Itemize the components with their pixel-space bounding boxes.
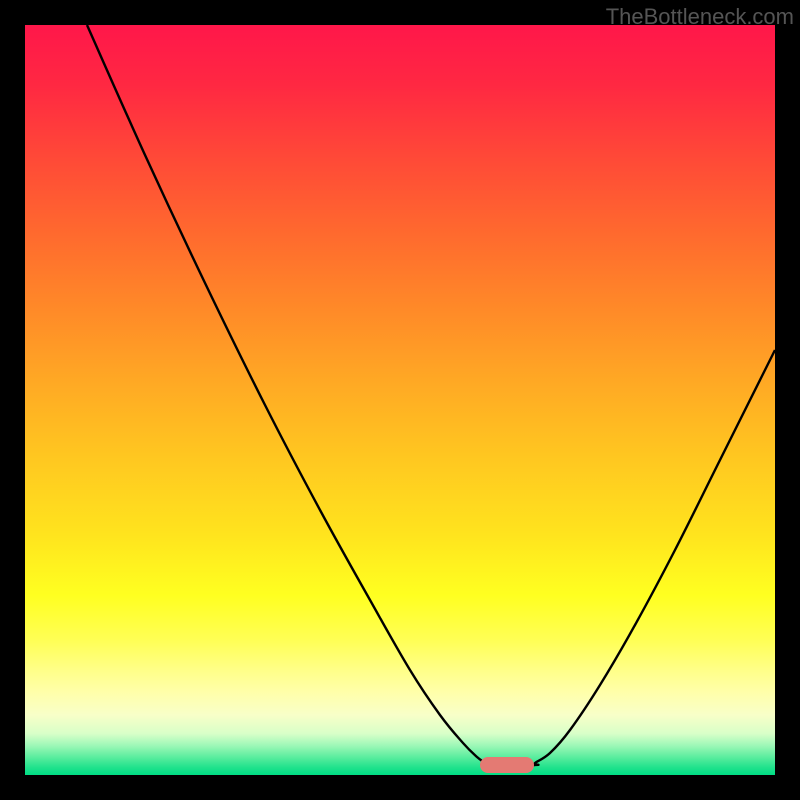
plot-area: [25, 25, 775, 775]
chart-container: TheBottleneck.com: [0, 0, 800, 800]
watermark-text: TheBottleneck.com: [606, 4, 794, 30]
gradient-background: [25, 25, 775, 775]
